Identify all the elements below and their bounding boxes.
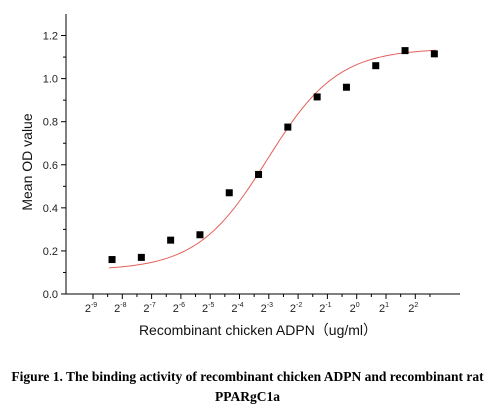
data-point [108,256,116,264]
data-point [137,253,145,261]
x-tick-label: 21 [379,302,389,315]
fit-curve-line [109,49,436,269]
data-point [342,83,350,91]
data-points-layer [108,47,438,264]
x-axis-title: Recombinant chicken ADPN（ug/ml） [139,322,377,338]
data-point [401,47,409,55]
binding-activity-chart: 0.0 0.2 0.4 0.6 0.8 1.0 1.2 2-9 2-8 2-7 2-6 2-5 2-4 2… [19,14,460,338]
x-tick-label: 2-1 [319,302,331,315]
x-tick-label: 2-8 [114,302,126,315]
y-tick-label: 0.0 [43,289,58,301]
data-point [284,123,292,131]
y-tick-label: 0.8 [43,117,58,129]
figure-caption: Figure 1. The binding activity of recomb… [0,367,495,407]
data-point [372,62,380,70]
y-tick-label: 1.0 [43,74,58,86]
x-tick-label: 22 [408,302,418,315]
data-point [255,170,263,178]
data-point [167,236,175,244]
y-tick-label: 0.4 [43,203,58,215]
data-point [430,50,438,58]
x-tick-label: 2-6 [173,302,185,315]
data-point [313,93,321,101]
x-tick-label: 2-7 [143,302,155,315]
x-tick-label: 2-4 [231,302,243,315]
caption-line-1: Figure 1. The binding activity of recomb… [11,369,484,384]
y-tick-label: 0.6 [43,160,58,172]
x-tick-label: 2-9 [85,302,97,315]
x-tick-label: 2-2 [290,302,302,315]
fit-curve-layer [109,49,436,269]
y-tick-label: 1.2 [43,31,58,43]
x-tick-label: 20 [350,302,360,315]
y-axis-title: Mean OD value [19,113,35,210]
y-tick-label: 0.2 [43,246,58,258]
axes: 0.0 0.2 0.4 0.6 0.8 1.0 1.2 2-9 2-8 2-7 2-6 2-5 2-4 2… [43,14,460,315]
caption-line-2: PPARgC1a [215,389,280,404]
data-point [225,189,233,197]
x-tick-label: 2-3 [261,302,273,315]
x-tick-label: 2-5 [202,302,214,315]
data-point [196,231,204,239]
